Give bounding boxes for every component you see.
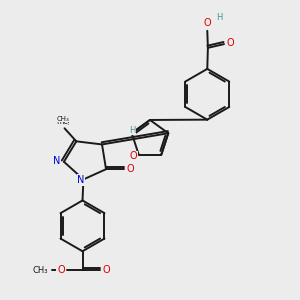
- Text: O: O: [227, 38, 235, 49]
- Text: O: O: [57, 266, 64, 275]
- Text: N: N: [77, 175, 85, 185]
- Text: me: me: [56, 117, 68, 126]
- Text: me: me: [55, 118, 69, 127]
- Text: H: H: [130, 126, 136, 135]
- Text: O: O: [127, 164, 135, 174]
- Text: O: O: [203, 18, 211, 28]
- Text: O: O: [129, 151, 137, 161]
- Text: O: O: [103, 266, 110, 275]
- Text: N: N: [53, 156, 61, 166]
- Text: CH₃: CH₃: [32, 266, 47, 275]
- Text: H: H: [216, 13, 222, 22]
- Text: CH₃: CH₃: [56, 116, 69, 122]
